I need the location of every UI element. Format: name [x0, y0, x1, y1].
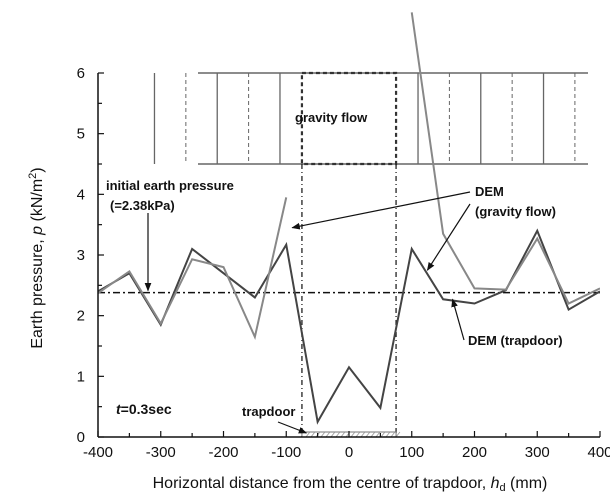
trapdoor-hatch	[380, 431, 386, 438]
annotations: gravity flow initial earth pressure (=2.…	[27, 110, 563, 494]
x-tick-label: -300	[146, 444, 176, 461]
trapdoor-hatch	[375, 431, 381, 438]
x-tick-label: 400	[587, 444, 610, 461]
x-tick-label: -200	[208, 444, 238, 461]
y-axis-title-symbol: p	[29, 226, 46, 236]
x-tick-label: 300	[525, 444, 550, 461]
time-symbol: t	[116, 401, 122, 417]
trapdoor-series-arrow	[451, 298, 465, 341]
x-tick-label: 100	[399, 444, 424, 461]
x-axis-title-sub: d	[499, 482, 505, 494]
y-axis-title: Earth pressure, p (kN/m2)	[27, 167, 46, 348]
gravity-flow-sublabel: (gravity flow)	[475, 204, 556, 219]
y-axis-title-sup: 2	[27, 173, 39, 179]
y-tick-label: 3	[77, 247, 85, 264]
trapdoor-hatch	[355, 431, 361, 438]
y-tick-label: 5	[77, 126, 85, 143]
x-tick-label: -100	[271, 444, 301, 461]
initial-pressure-label: initial earth pressure	[106, 178, 234, 193]
trapdoor-hatch	[340, 431, 346, 438]
trapdoor-hatch	[335, 431, 341, 438]
y-axis-title-unit: (kN/m	[29, 179, 46, 226]
x-axis-title: Horizontal distance from the centre of t…	[153, 475, 548, 494]
trapdoor-hatch	[395, 431, 401, 438]
y-tick-label: 1	[77, 368, 85, 385]
gravity-flow-label: DEM	[475, 184, 504, 199]
x-axis-title-symbol: h	[491, 475, 500, 492]
y-tick-label: 6	[77, 65, 85, 82]
trapdoor-hatch	[330, 431, 336, 438]
time-label: t=0.3sec	[116, 401, 172, 417]
trapdoor-hatch	[360, 431, 366, 438]
x-tick-label: 0	[345, 444, 353, 461]
initial-pressure-value: (=2.38kPa)	[110, 198, 175, 213]
series-line-dem-gravity-flow-1	[410, 12, 600, 305]
gravity-flow-arrow-right	[426, 203, 471, 271]
y-axis-title-prefix: Earth pressure,	[29, 235, 46, 349]
series-line-dem-gravity-flow-0	[98, 197, 288, 341]
x-axis-title-unit: (mm)	[506, 475, 548, 492]
trapdoor-hatch	[320, 431, 326, 438]
x-tick-label: -400	[83, 444, 113, 461]
trapdoor-series-label: DEM (trapdoor)	[468, 333, 563, 348]
trapdoor-label: trapdoor	[242, 404, 295, 419]
trapdoor-hatch	[370, 431, 376, 438]
x-axis-title-prefix: Horizontal distance from the centre of t…	[153, 475, 491, 492]
inset-label: gravity flow	[295, 110, 368, 125]
y-tick-label: 2	[77, 308, 85, 325]
trapdoor-hatch	[350, 431, 356, 438]
time-value: =0.3sec	[121, 401, 172, 417]
gravity-flow-arrow-left	[291, 191, 471, 230]
series-line-dem-trapdoor-0	[98, 228, 600, 425]
trapdoor-hatch	[390, 431, 396, 438]
y-tick-label: 4	[77, 186, 85, 203]
trapdoor-hatch	[325, 431, 331, 438]
series-lines	[98, 12, 600, 425]
inset-gravity-flow-box	[300, 71, 398, 166]
x-tick-label: 200	[462, 444, 487, 461]
gravity-flow-inset	[153, 71, 588, 166]
trapdoor-hatch	[305, 431, 311, 438]
trapdoor-hatch	[365, 431, 371, 438]
y-axis-title-close: )	[29, 167, 46, 172]
trapdoor-hatch	[385, 431, 391, 438]
y-tick-label: 0	[77, 429, 85, 446]
trapdoor-hatch	[310, 431, 316, 438]
axes: 0 1 2 3 4 5 6 -400 -300 -200 -100 0 100 200 300 400	[77, 65, 610, 461]
trapdoor-box-arrow	[277, 421, 308, 434]
